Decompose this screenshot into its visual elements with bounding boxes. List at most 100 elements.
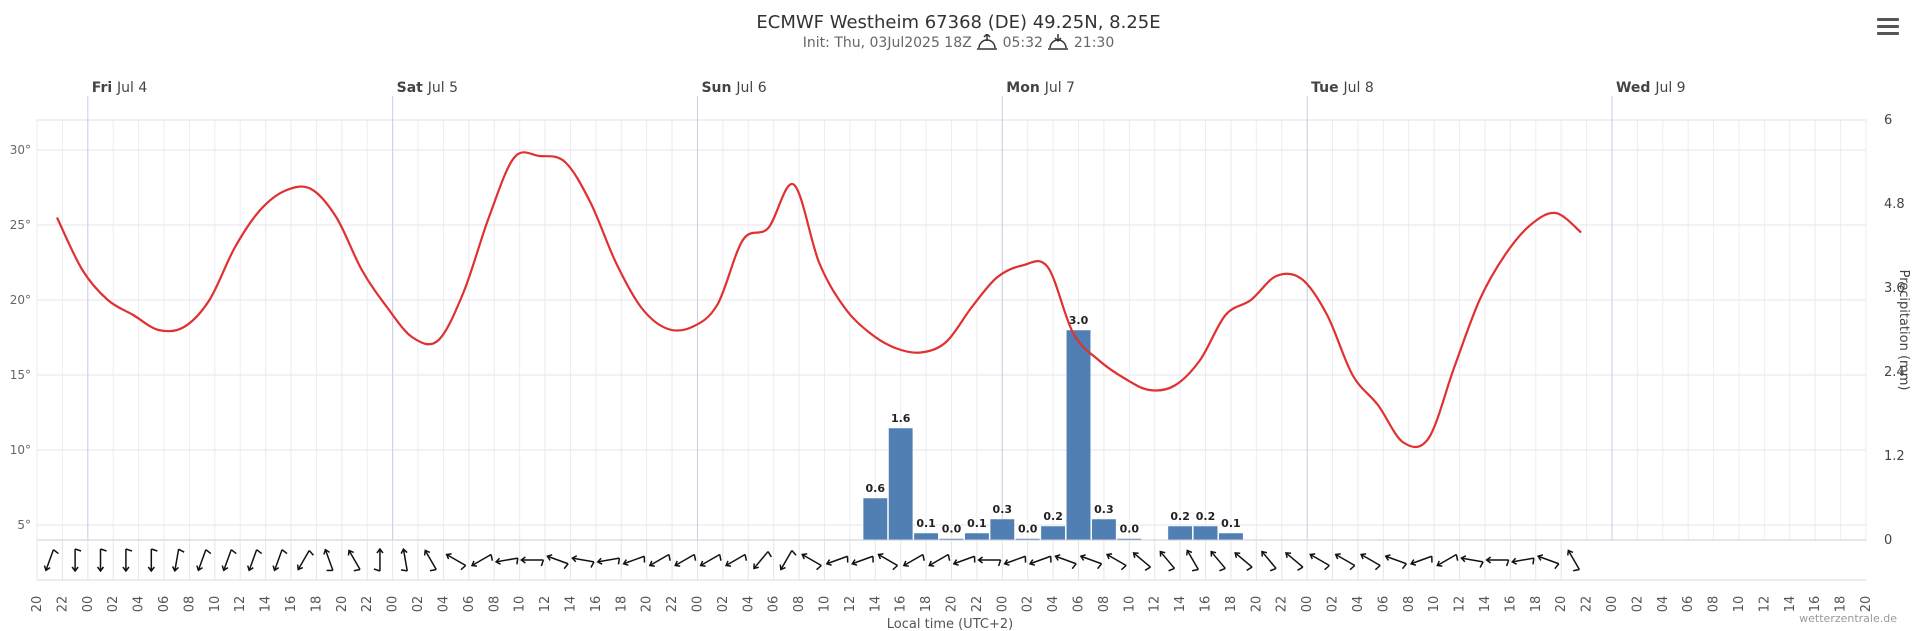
wind-barb-flag [973, 556, 976, 563]
wind-barb-arrowhead [400, 547, 408, 554]
precip-data-label: 0.0 [1018, 523, 1038, 536]
y2-tick-label: 0 [1884, 533, 1892, 548]
wind-barb [494, 557, 519, 565]
wind-barb-arrowhead [1003, 559, 1010, 566]
wind-barb [779, 549, 797, 571]
wind-barb [1079, 554, 1103, 570]
wind-barb [801, 553, 822, 571]
wind-barb-flag [1071, 563, 1077, 570]
x-tick-label: 06 [462, 596, 477, 613]
x-tick-label: 02 [716, 596, 731, 613]
wind-barb-shaft [1537, 555, 1560, 565]
wind-barb-arrowhead [1536, 554, 1544, 561]
wind-barb [928, 553, 951, 567]
wind-barb-shaft [572, 557, 595, 563]
wind-barb-flag [693, 554, 697, 561]
precip-data-label: 0.2 [1196, 510, 1216, 523]
precip-bar [1040, 525, 1066, 541]
wind-barb [753, 551, 772, 570]
wind-barb-arrowhead [147, 566, 155, 573]
x-tick-label: 20 [335, 596, 350, 613]
x-tick-label: 00 [1300, 596, 1315, 613]
wind-barb [221, 549, 237, 572]
wind-barb-arrowhead [272, 565, 280, 572]
wind-barb-arrowhead [43, 565, 51, 572]
wind-barb-arrowhead [1285, 552, 1292, 558]
wind-barb [1234, 552, 1253, 572]
wind-barb-flag [892, 564, 899, 571]
wind-barb-arrowhead [1261, 550, 1268, 557]
wind-barb-arrowhead [801, 553, 808, 560]
day-label: Fri Jul 4 [92, 80, 148, 96]
wind-barb-flag [590, 561, 595, 568]
wind-barb-shaft [1133, 552, 1151, 568]
x-tick-label: 06 [767, 596, 782, 613]
day-label: Sun Jul 6 [701, 80, 766, 96]
wind-barb-flag [100, 548, 107, 552]
x-tick-label: 18 [1224, 596, 1239, 613]
precip-bar [888, 427, 914, 541]
wind-barb-shaft [801, 553, 822, 567]
x-tick-label: 20 [1859, 596, 1874, 613]
wind-barb-arrowhead [753, 563, 759, 570]
x-tick-label: 16 [589, 596, 604, 613]
wind-barb-shaft [903, 553, 924, 567]
wind-barb-shaft [1029, 555, 1052, 565]
x-tick-label: 20 [945, 596, 960, 613]
x-tick-label: 06 [1376, 596, 1391, 613]
wind-barb-flag [230, 549, 237, 555]
wind-barb [400, 547, 408, 572]
x-tick-label: 02 [106, 596, 121, 613]
precip-bar [1218, 532, 1244, 541]
precip-data-label: 3.0 [1069, 314, 1089, 327]
wind-barb-shaft [826, 555, 848, 565]
wind-barb [520, 556, 545, 567]
x-tick-label: 12 [1757, 596, 1772, 613]
wind-barb-arrowhead [1234, 552, 1241, 558]
wind-barb-arrowhead [648, 560, 655, 567]
y2-tick-label: 2.4 [1884, 365, 1905, 380]
wind-barb-arrowhead [376, 547, 384, 554]
credit-text[interactable]: wetterzentrale.de [1799, 612, 1897, 625]
y-tick-label: 25° [10, 218, 31, 232]
wind-barb [674, 553, 697, 567]
x-tick-label: 02 [1021, 596, 1036, 613]
wind-barb [71, 548, 82, 573]
wind-barb [699, 553, 722, 567]
wind-barb-flag [643, 556, 646, 563]
wind-barb-arrowhead [928, 560, 935, 567]
wind-barb-shaft [1186, 550, 1199, 570]
wind-barb-flag [1269, 567, 1277, 572]
wind-barb-shaft [1512, 557, 1535, 563]
x-tick-label: 02 [411, 596, 426, 613]
wind-barb-flag [1573, 568, 1580, 572]
precip-data-label: 0.0 [1120, 523, 1140, 536]
wind-barb-flag [353, 568, 361, 572]
precip-data-label: 0.0 [942, 523, 962, 536]
wind-barb-arrowhead [1436, 560, 1443, 567]
chart-title: ECMWF Westheim 67368 (DE) 49.25N, 8.25E [756, 12, 1161, 33]
sunrise-time: 05:32 [1002, 35, 1043, 51]
hamburger-menu-icon[interactable] [1877, 18, 1899, 38]
wind-barb [648, 553, 671, 567]
x-tick-label: 04 [1656, 596, 1671, 613]
wind-barb-arrowhead [1309, 553, 1316, 560]
sunset-time: 21:30 [1073, 35, 1115, 51]
x-tick-label: 08 [1707, 596, 1722, 613]
x-tick-label: 12 [1453, 596, 1468, 613]
wind-barb-shaft [1261, 551, 1277, 569]
wind-barb-shaft [1210, 551, 1226, 569]
wind-barb-flag [617, 557, 621, 565]
wind-barb-flag [1191, 568, 1199, 572]
sunrise-icon [977, 32, 998, 50]
wind-barb [445, 553, 467, 571]
x-tick-label: 04 [436, 596, 451, 613]
x-tick-label: 00 [386, 596, 401, 613]
x-tick-label: 08 [487, 596, 502, 613]
wind-barb-flag [1024, 556, 1027, 563]
wind-barb [1460, 555, 1484, 568]
x-tick-label: 14 [259, 596, 274, 613]
x-tick-label: 10 [1427, 596, 1442, 613]
wind-barb [122, 548, 133, 573]
wind-barb [546, 554, 569, 570]
